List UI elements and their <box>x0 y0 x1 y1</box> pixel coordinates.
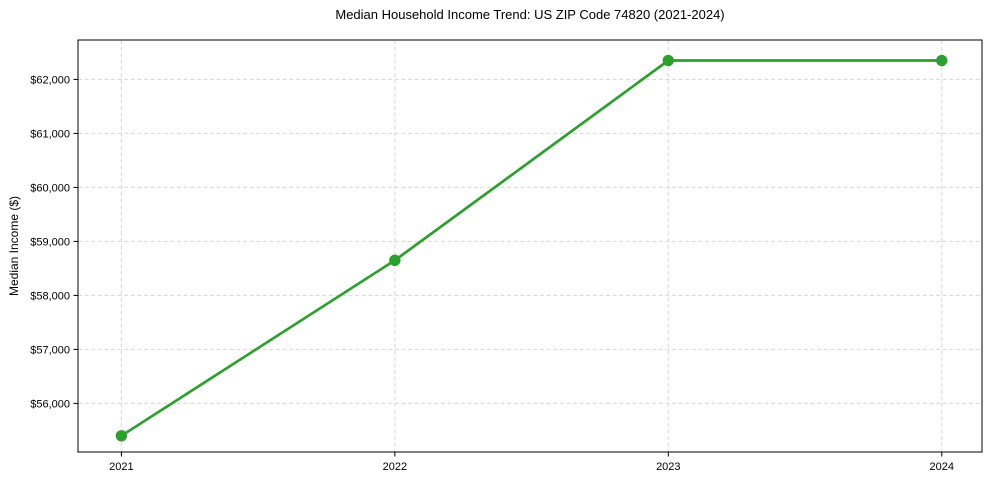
y-tick-label: $61,000 <box>30 128 70 140</box>
chart-title: Median Household Income Trend: US ZIP Co… <box>335 7 725 22</box>
y-axis-label: Median Income ($) <box>7 195 21 297</box>
data-point-2021 <box>115 430 128 442</box>
y-tick-label: $60,000 <box>30 182 70 194</box>
data-point-2023 <box>662 54 675 67</box>
data-point-2024 <box>936 54 948 67</box>
x-tick-label: 2024 <box>930 461 954 473</box>
trend-line <box>120 59 942 437</box>
x-tick-label: 2022 <box>383 461 407 473</box>
y-tick-label: $57,000 <box>30 344 70 356</box>
y-tick-label: $58,000 <box>30 290 70 302</box>
x-tick-label: 2021 <box>109 461 133 473</box>
y-tick-label: $59,000 <box>30 236 70 248</box>
data-point-2022 <box>389 254 401 267</box>
y-tick-label: $62,000 <box>30 74 70 86</box>
y-tick-label: $56,000 <box>30 398 70 410</box>
plot-border <box>77 39 983 453</box>
x-tick-label: 2023 <box>656 461 680 473</box>
